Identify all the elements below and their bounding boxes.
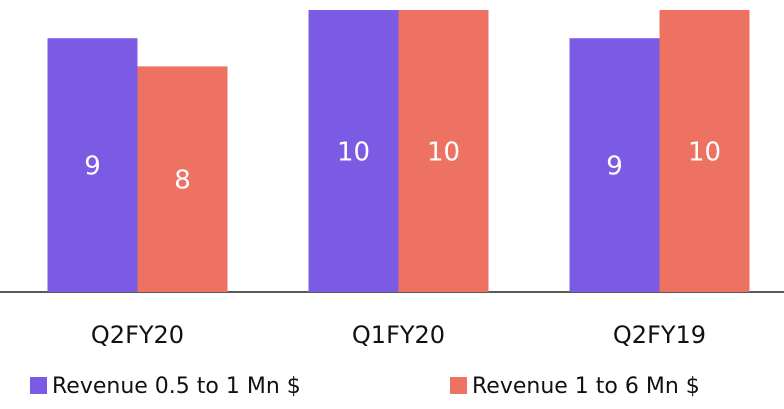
legend-swatch [30, 377, 47, 394]
legend-swatch [450, 377, 467, 394]
bar [308, 10, 399, 292]
x-tick-label: Q1FY20 [352, 321, 445, 349]
data-label: 9 [84, 152, 101, 182]
legend-label: Revenue 1 to 6 Mn $ [472, 374, 700, 399]
data-label: 9 [606, 152, 623, 182]
data-label: 10 [337, 138, 370, 168]
data-label: 8 [174, 166, 191, 196]
bar [398, 10, 489, 292]
x-tick-label: Q2FY20 [91, 321, 184, 349]
bar [659, 10, 750, 292]
x-tick-label: Q2FY19 [613, 321, 706, 349]
legend-label: Revenue 0.5 to 1 Mn $ [52, 374, 301, 399]
bar [569, 38, 660, 293]
data-label: 10 [688, 138, 721, 168]
data-label: 10 [427, 138, 460, 168]
bar [47, 38, 138, 293]
bar [137, 66, 228, 293]
